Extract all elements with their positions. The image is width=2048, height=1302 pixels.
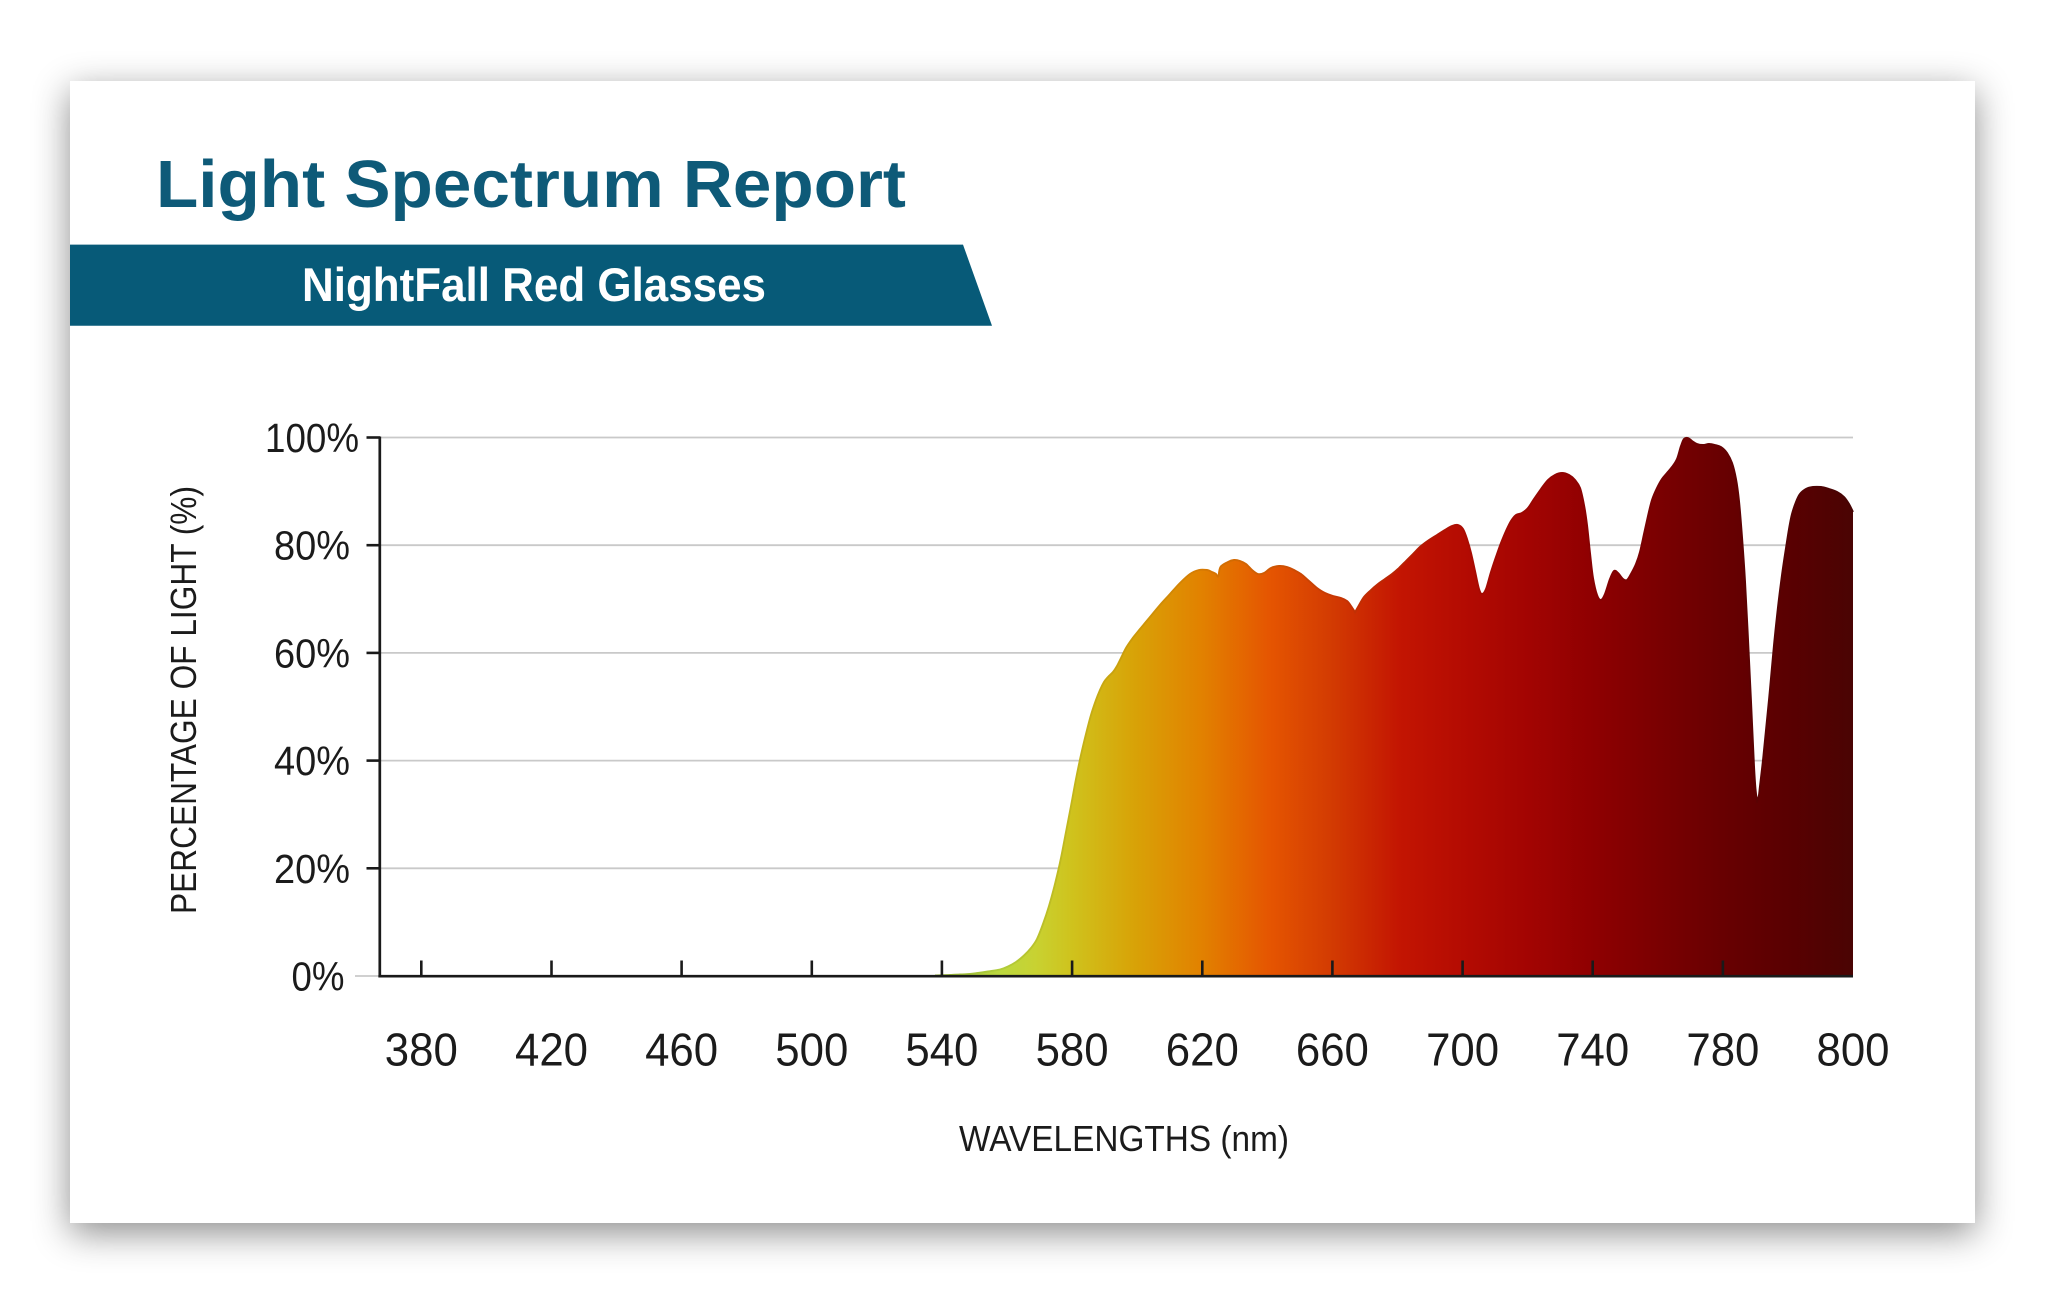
svg-text:60%: 60% bbox=[274, 630, 350, 676]
svg-text:700: 700 bbox=[1426, 1024, 1499, 1076]
svg-text:Light Spectrum Report: Light Spectrum Report bbox=[156, 147, 906, 222]
svg-text:420: 420 bbox=[515, 1024, 588, 1076]
svg-text:PERCENTAGE OF LIGHT (%): PERCENTAGE OF LIGHT (%) bbox=[163, 486, 204, 914]
svg-text:100%: 100% bbox=[265, 415, 359, 461]
svg-text:40%: 40% bbox=[274, 738, 350, 784]
svg-text:780: 780 bbox=[1686, 1024, 1759, 1076]
svg-text:WAVELENGTHS (nm): WAVELENGTHS (nm) bbox=[959, 1118, 1289, 1159]
svg-text:540: 540 bbox=[905, 1024, 978, 1076]
svg-text:20%: 20% bbox=[274, 846, 350, 892]
svg-text:80%: 80% bbox=[274, 523, 350, 569]
svg-text:800: 800 bbox=[1817, 1024, 1890, 1076]
svg-text:660: 660 bbox=[1296, 1024, 1369, 1076]
svg-text:620: 620 bbox=[1166, 1024, 1239, 1076]
svg-text:380: 380 bbox=[385, 1024, 458, 1076]
svg-text:500: 500 bbox=[775, 1024, 848, 1076]
svg-text:580: 580 bbox=[1036, 1024, 1109, 1076]
svg-text:NightFall Red Glasses: NightFall Red Glasses bbox=[302, 258, 766, 311]
svg-text:460: 460 bbox=[645, 1024, 718, 1076]
svg-text:0%: 0% bbox=[292, 954, 345, 1000]
svg-text:740: 740 bbox=[1556, 1024, 1629, 1076]
